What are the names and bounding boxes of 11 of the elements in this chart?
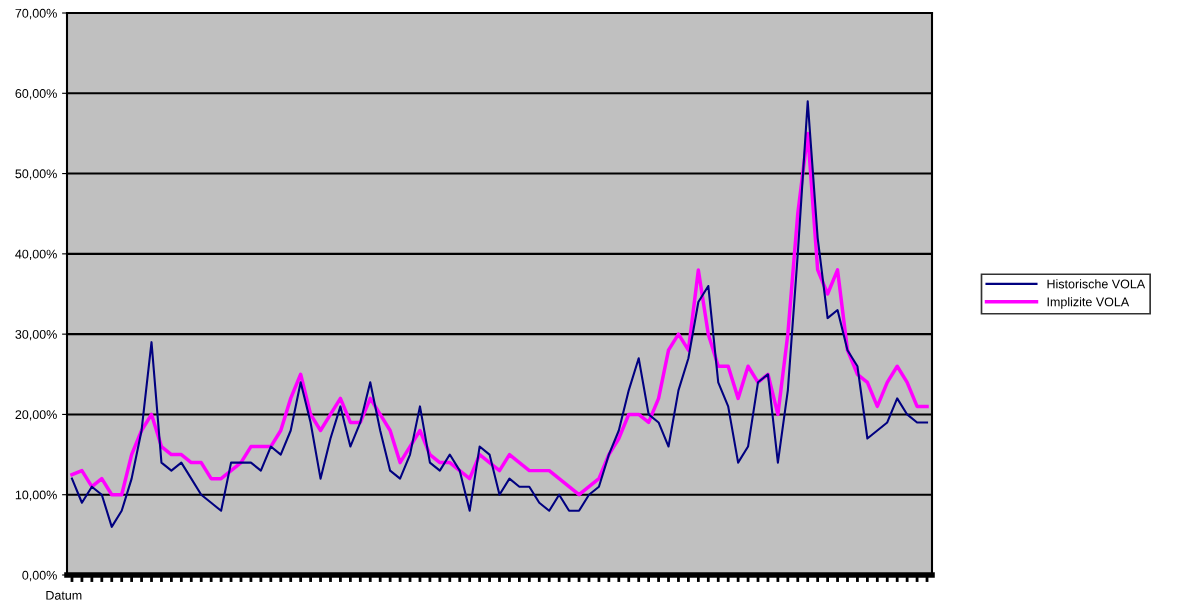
y-tick-label: 20,00% [15, 410, 57, 421]
y-tick-label: 70,00% [15, 8, 57, 20]
legend-label: Implizite VOLA [1047, 297, 1130, 309]
x-axis-title: Datum [46, 590, 82, 600]
y-tick-label: 0,00% [22, 570, 57, 582]
y-tick-label: 10,00% [15, 490, 57, 501]
y-tick-label: 50,00% [15, 169, 57, 180]
legend-label: Historische VOLA [1047, 279, 1146, 289]
y-tick-label: 40,00% [15, 249, 57, 260]
y-tick-label: 60,00% [15, 89, 57, 100]
y-tick-label: 30,00% [15, 329, 57, 341]
